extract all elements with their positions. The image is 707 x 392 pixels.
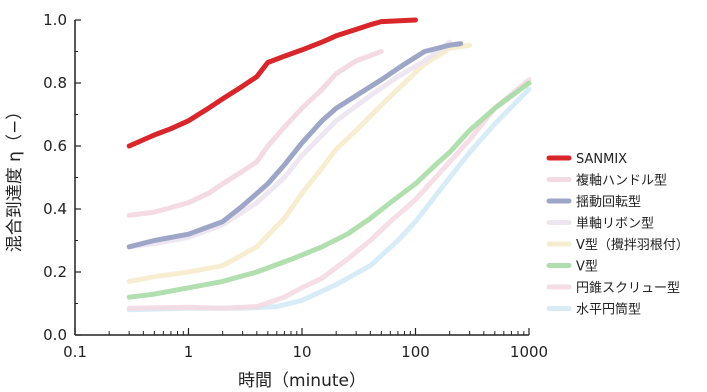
legend-label: 揺動回転型 [576,195,641,210]
x-tick-label: 1 [184,343,194,361]
legend-label: 円錐スクリュー型 [576,281,680,296]
x-tick-label: 0.1 [63,343,87,361]
y-tick-label: 0.8 [43,74,67,92]
legend-label: 単軸リボン型 [576,216,654,232]
legend-label: V型（攪拌羽根付） [576,238,689,253]
series-line [126,42,473,284]
plot-lines [126,17,532,313]
series-line [126,39,453,250]
x-tick-label: 10 [292,343,311,361]
series-line [126,80,532,300]
legend-label: 複軸ハンドル型 [576,173,667,189]
y-axis-title: 混合到達度 η（−） [5,103,25,252]
legend-label: 水平円筒型 [576,302,641,318]
x-tick-label: 100 [401,343,430,361]
legend-label: V型 [576,260,598,275]
y-tick-label: 0.6 [43,137,67,155]
series-line [126,41,464,250]
y-ticks: 0.0 0.2 0.4 0.6 0.8 1.0 [43,11,81,344]
x-tick-label: 1000 [510,343,548,361]
legend-label: SANMIX [576,152,627,167]
series-line [126,17,418,149]
y-tick-label: 0.4 [43,200,67,218]
x-ticks: 0.1 1 10 100 1000 [63,328,548,361]
series-line [126,77,532,311]
y-tick-label: 0.2 [43,263,67,281]
x-axis-title: 時間（minute） [238,371,366,391]
y-tick-label: 0.0 [43,326,67,344]
series-line [126,49,384,218]
y-tick-label: 1.0 [43,11,67,29]
